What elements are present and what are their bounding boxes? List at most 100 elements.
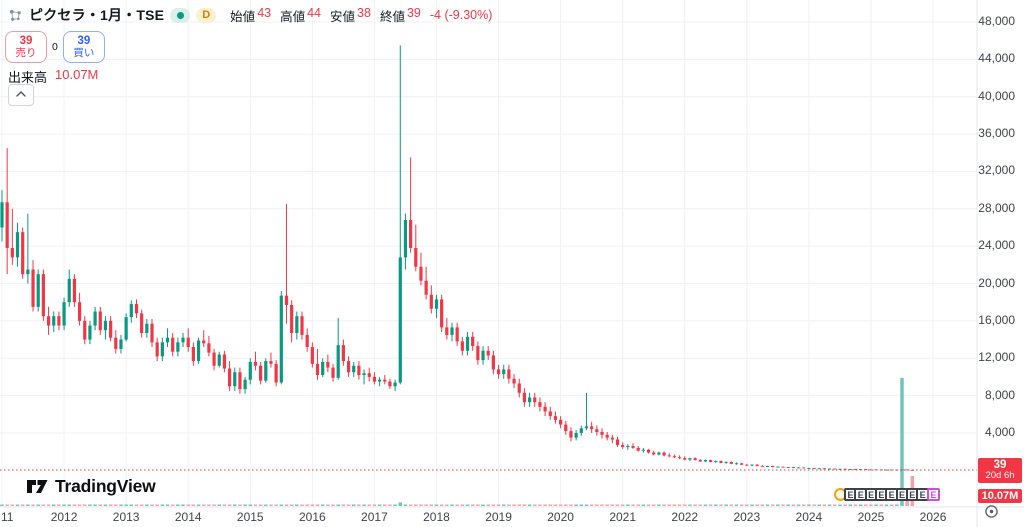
volume-bar: [36, 504, 40, 506]
volume-bar: [600, 504, 604, 506]
candle-body: [377, 379, 382, 382]
buy-button[interactable]: 39 買い: [62, 31, 105, 63]
year-tick-label: 2014: [174, 510, 202, 524]
time-axis[interactable]: 11 2012 2013 2014 2015 2016 2017 2018 2019 2020 20…: [0, 507, 977, 527]
candle-body: [755, 464, 759, 466]
volume-bar: [698, 504, 703, 506]
volume-bar: [134, 504, 139, 506]
candle-body: [796, 467, 801, 469]
candle-body: [527, 397, 532, 403]
volume-bar: [227, 504, 232, 506]
volume-bar: [807, 504, 811, 506]
candle-body: [677, 457, 682, 459]
volume-bar: [507, 504, 511, 506]
volume-bar: [569, 504, 573, 506]
volume-indicator-row: 出来高 10.07M: [8, 67, 98, 86]
candle-body: [134, 304, 139, 314]
candle-body: [300, 316, 304, 335]
candle-body: [129, 304, 133, 318]
volume-bar: [548, 504, 553, 506]
volume-bar: [900, 377, 904, 506]
open-label: 始値: [230, 9, 256, 24]
volume-bar: [745, 504, 749, 506]
candle-body: [734, 463, 739, 465]
volume-bar: [527, 504, 532, 506]
candle-body: [869, 469, 873, 471]
candle-body: [786, 467, 790, 468]
candle-body: [331, 367, 335, 378]
candle-body: [905, 469, 909, 471]
candle-body: [584, 426, 589, 429]
volume-bar: [822, 504, 827, 506]
volume-bar: [553, 504, 558, 506]
volume-bar: [579, 504, 584, 506]
earnings-marker-icon[interactable]: E: [905, 488, 919, 501]
scroll-to-recent-bullseye-icon[interactable]: [984, 504, 999, 519]
candle-body: [367, 373, 371, 377]
volume-bar: [424, 504, 428, 506]
volume-bar: [253, 504, 258, 506]
candle-body: [626, 446, 630, 447]
candle-body: [393, 382, 397, 387]
candle-body: [833, 468, 837, 470]
symbol-title[interactable]: ピクセラ・1月・TSE: [29, 7, 165, 23]
volume-bar: [114, 504, 118, 506]
volume-bar: [388, 504, 392, 506]
volume-bar: [667, 504, 671, 506]
year-tick-label: 2013: [112, 510, 140, 524]
volume-bar: [351, 504, 356, 506]
candle-body: [171, 337, 175, 352]
volume-bar: [605, 504, 609, 506]
candle-body: [610, 437, 614, 440]
collapse-pane-button[interactable]: [8, 84, 34, 106]
tradingview-logo-icon: [27, 480, 48, 493]
candle-body: [269, 361, 273, 364]
delayed-data-badge[interactable]: D: [196, 7, 217, 23]
candle-body: [621, 445, 625, 447]
volume-bar: [460, 504, 465, 506]
price-tick-label: 8,000: [984, 387, 1015, 402]
candle-body: [465, 336, 470, 351]
price-change: -4 (-9.30%): [429, 8, 493, 22]
volume-bar: [858, 504, 863, 506]
volume-bar: [584, 504, 589, 506]
trade-panel: 39 売り 0 39 買い: [5, 31, 105, 63]
volume-bar: [672, 504, 677, 506]
volume-bar: [341, 504, 346, 506]
volume-bar: [51, 504, 56, 506]
volume-bar: [801, 504, 806, 506]
candle-body: [445, 327, 449, 335]
volume-bar: [512, 504, 516, 506]
volume-bar: [57, 504, 61, 506]
volume-bar: [310, 504, 315, 506]
volume-bar: [564, 504, 568, 506]
sell-button[interactable]: 39 売り: [5, 31, 47, 63]
year-tick-label: 2019: [485, 510, 512, 524]
buy-price: 39: [77, 34, 91, 47]
candle-body: [305, 334, 309, 348]
tradingview-logo[interactable]: TradingView: [27, 476, 156, 497]
candle-body: [496, 369, 501, 375]
candle-body: [652, 452, 656, 455]
price-axis[interactable]: 39 20d 6h 10.07M 48,000 44,000 40,000 36,00…: [977, 0, 1024, 507]
volume-bar: [383, 504, 387, 506]
candle-body: [605, 434, 609, 438]
spread-value: 0: [52, 41, 58, 53]
volume-bar: [336, 504, 340, 506]
current-volume-tag: 10.07M: [978, 489, 1022, 503]
candle-body: [83, 320, 87, 340]
candle-body: [5, 202, 9, 249]
upcoming-earnings-marker-icon[interactable]: E: [927, 488, 940, 501]
high-label: 高値: [280, 9, 306, 24]
year-tick-label: 2012: [50, 510, 78, 524]
volume-bar: [372, 504, 377, 506]
sell-label: 売り: [15, 46, 37, 59]
volume-bar: [755, 504, 759, 506]
candle-body: [688, 458, 692, 460]
volume-bar: [176, 504, 180, 506]
price-tick-label: 28,000: [978, 200, 1015, 215]
volume-bar: [895, 504, 899, 506]
candle-body: [579, 428, 583, 433]
